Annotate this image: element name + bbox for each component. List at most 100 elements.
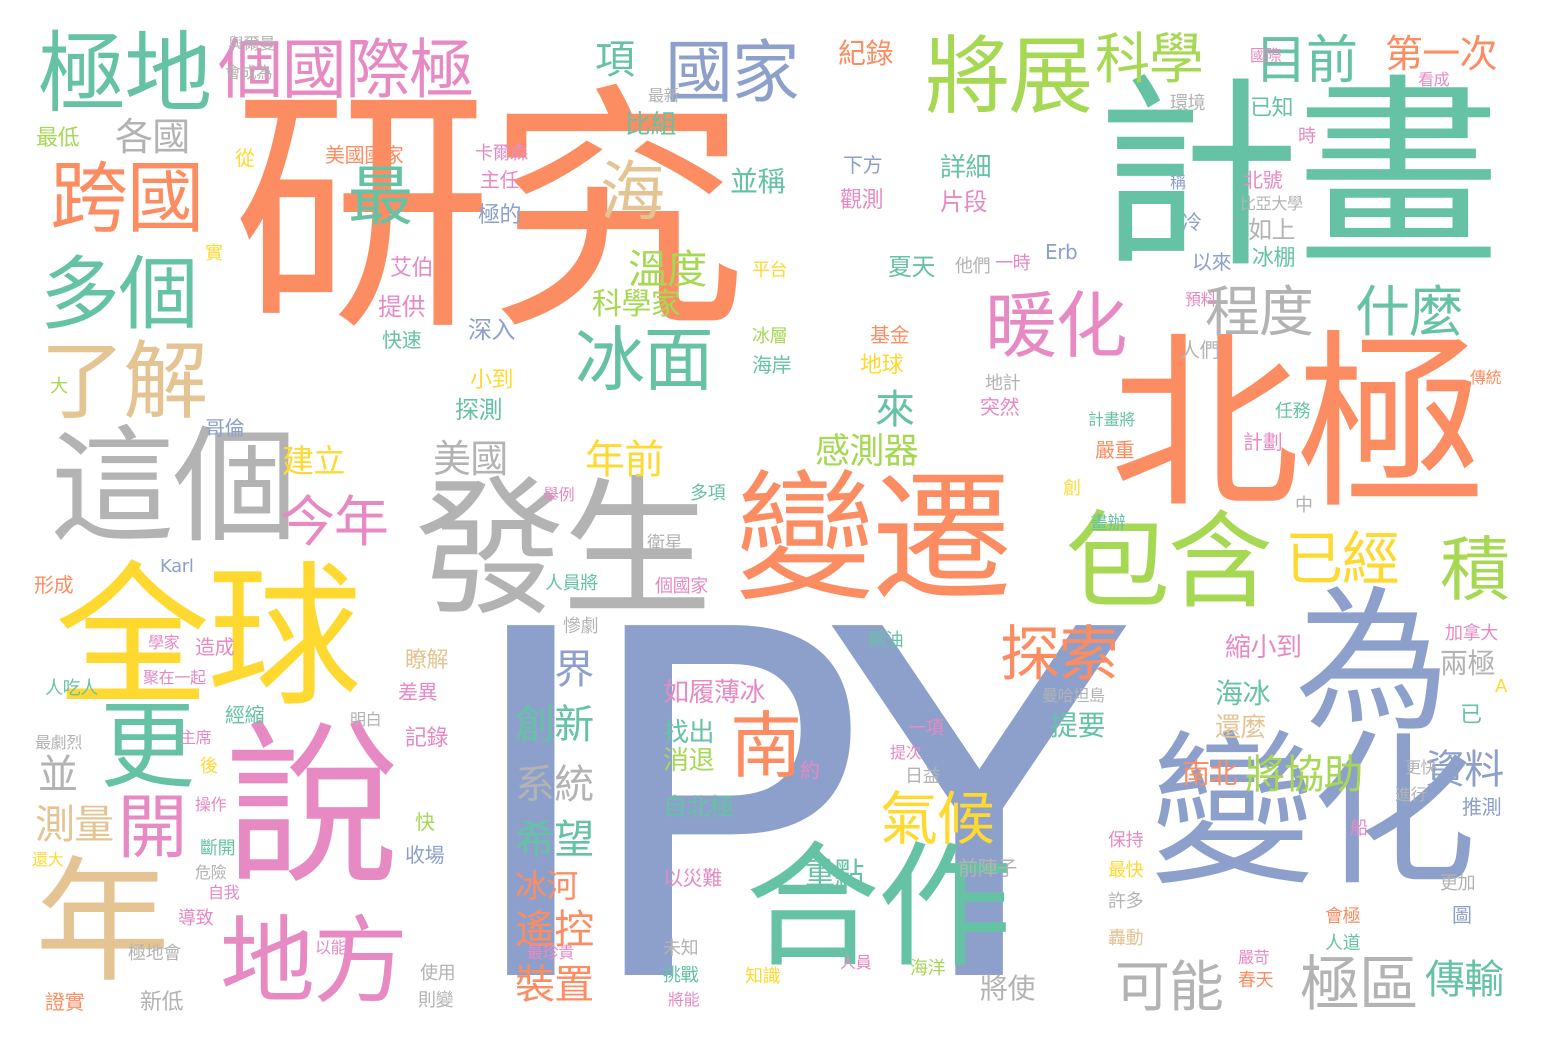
word-self: 自我 (208, 883, 240, 902)
word-small-to: 小到 (470, 368, 514, 393)
word-real: 實 (205, 243, 223, 264)
word-tradition: 傳統 (1470, 368, 1502, 387)
word-they: 他們 (955, 256, 991, 277)
word-understand: 了解 (40, 333, 208, 432)
word-sensor: 感測器 (815, 432, 919, 472)
word-a: A (1495, 676, 1507, 697)
word-will-expand: 將展 (925, 28, 1093, 127)
word-humane: 人道 (1325, 933, 1361, 954)
word-shrink-to: 縮小到 (1225, 633, 1302, 663)
word-project: 計畫 (1095, 58, 1501, 296)
word-include: 包含 (1065, 501, 1273, 623)
word-shrunk: 經縮 (225, 703, 265, 727)
word-office: 畫辦 (1090, 513, 1126, 534)
word-harsh: 嚴苛 (1238, 948, 1270, 967)
word-usa: 美國 (433, 437, 508, 481)
word-as-above: 如上 (1248, 216, 1296, 244)
word-example: 舉例 (543, 485, 575, 504)
word-from: 從 (235, 146, 255, 170)
word-open: 開 (106, 790, 188, 859)
word-fragment: 片段 (940, 188, 988, 216)
word-satellite: 衛星 (647, 533, 683, 554)
word-newest: 最新 (648, 86, 680, 105)
word-erbman: 與爾曼 (228, 34, 276, 53)
word-columbia-univ: 比亞大學 (1240, 194, 1303, 213)
word-us-national: 美國國家 (325, 143, 404, 167)
word-tragedy: 慘劇 (563, 616, 599, 637)
word-will-become: 會成為 (225, 63, 273, 82)
word-and: 並 (38, 752, 78, 798)
word-will-make: 將使 (980, 972, 1035, 1005)
word-possible: 可能 (1115, 955, 1224, 1019)
word-ship: 船 (1350, 818, 1368, 839)
word-gather: 聚在一起 (143, 668, 206, 687)
word-detail: 詳細 (940, 153, 991, 183)
word-north-sign: 北號 (1243, 168, 1283, 192)
word-country: 國家 (665, 34, 800, 113)
word-called: 稱 (1170, 173, 1186, 192)
word-more: 更 (100, 692, 195, 802)
word-probe: 探測 (455, 396, 503, 424)
word-one-item: 一項 (908, 718, 944, 739)
word-polar-region: 極區 (1300, 950, 1419, 1020)
word-keep: 保持 (1108, 830, 1144, 851)
word-ice-surface: 冰面 (575, 319, 714, 401)
word-years-ago: 年前 (585, 437, 664, 483)
word-cooperate: 合作 (745, 829, 1012, 986)
word-known: 已知 (1250, 96, 1294, 121)
word-thin-ice: 如履薄冰 (663, 678, 765, 708)
word-already: 已經 (1285, 525, 1400, 593)
word-serious: 嚴重 (1095, 438, 1135, 462)
word-sea: 海 (600, 155, 665, 230)
word-regard: 看成 (1418, 70, 1450, 89)
word-most: 最 (348, 160, 413, 235)
word-compare: 比組 (625, 110, 676, 140)
word-when: 時 (1298, 126, 1316, 147)
word-alberta: 艾伯 (390, 256, 434, 281)
word-data: 資料 (1425, 747, 1504, 793)
word-end: 收場 (405, 843, 445, 867)
word-sensation: 轟動 (1108, 928, 1144, 949)
word-cause: 造成 (195, 635, 235, 659)
word-ice-layer: 冰層 (752, 326, 788, 347)
word-nations: 各國 (115, 115, 190, 159)
word-earth-meter: 地計 (985, 373, 1021, 394)
word-lead-to: 導致 (178, 908, 214, 929)
word-scientist: 科學家 (592, 287, 681, 322)
word-sea-ice: 海冰 (1215, 677, 1270, 710)
word-glacier: 冰河 (515, 867, 578, 905)
word-clear: 明白 (350, 710, 382, 729)
word-cannibal: 人吃人 (45, 678, 98, 699)
word-item: 項 (595, 37, 635, 83)
word-coast: 海岸 (752, 353, 792, 377)
word-most-drastic: 最劇烈 (35, 733, 83, 752)
word-speculate: 推測 (1462, 795, 1502, 819)
word-place: 地方 (220, 907, 408, 1017)
word-precious: 最珍貴 (527, 943, 575, 962)
word-world: 世界 (515, 647, 594, 693)
word-public-office: 公室 (870, 658, 906, 679)
word-change-then: 則變 (418, 990, 454, 1011)
word-knowledge: 知識 (745, 966, 781, 987)
word-for: 為 (1295, 572, 1450, 753)
word-say: 說 (225, 706, 400, 909)
word-summary: 提要 (1050, 709, 1105, 742)
word-variation: 變化 (1150, 716, 1477, 908)
word-people: 人們 (1180, 338, 1220, 362)
word-transmit: 傳輸 (1425, 957, 1504, 1003)
word-summer: 夏天 (888, 253, 936, 281)
word-recently: 前陣子 (958, 856, 1017, 880)
word-canada: 加拿大 (1445, 623, 1498, 644)
word-personnel: 人員 (840, 953, 872, 972)
word-warming: 暖化 (985, 284, 1128, 368)
word-polar: 極地 (38, 22, 212, 125)
word-year: 年 (35, 844, 170, 1001)
word-remote: 遙控 (515, 907, 594, 953)
word-temporarily: 一時 (995, 253, 1031, 274)
word-climate: 氣候 (880, 785, 995, 853)
word-able: 以能 (315, 938, 347, 957)
word-observe: 觀測 (840, 188, 884, 213)
word-unknown: 未知 (663, 938, 699, 959)
word-two-poles: 兩極 (1440, 647, 1495, 680)
word-since: 以來 (1192, 250, 1232, 274)
